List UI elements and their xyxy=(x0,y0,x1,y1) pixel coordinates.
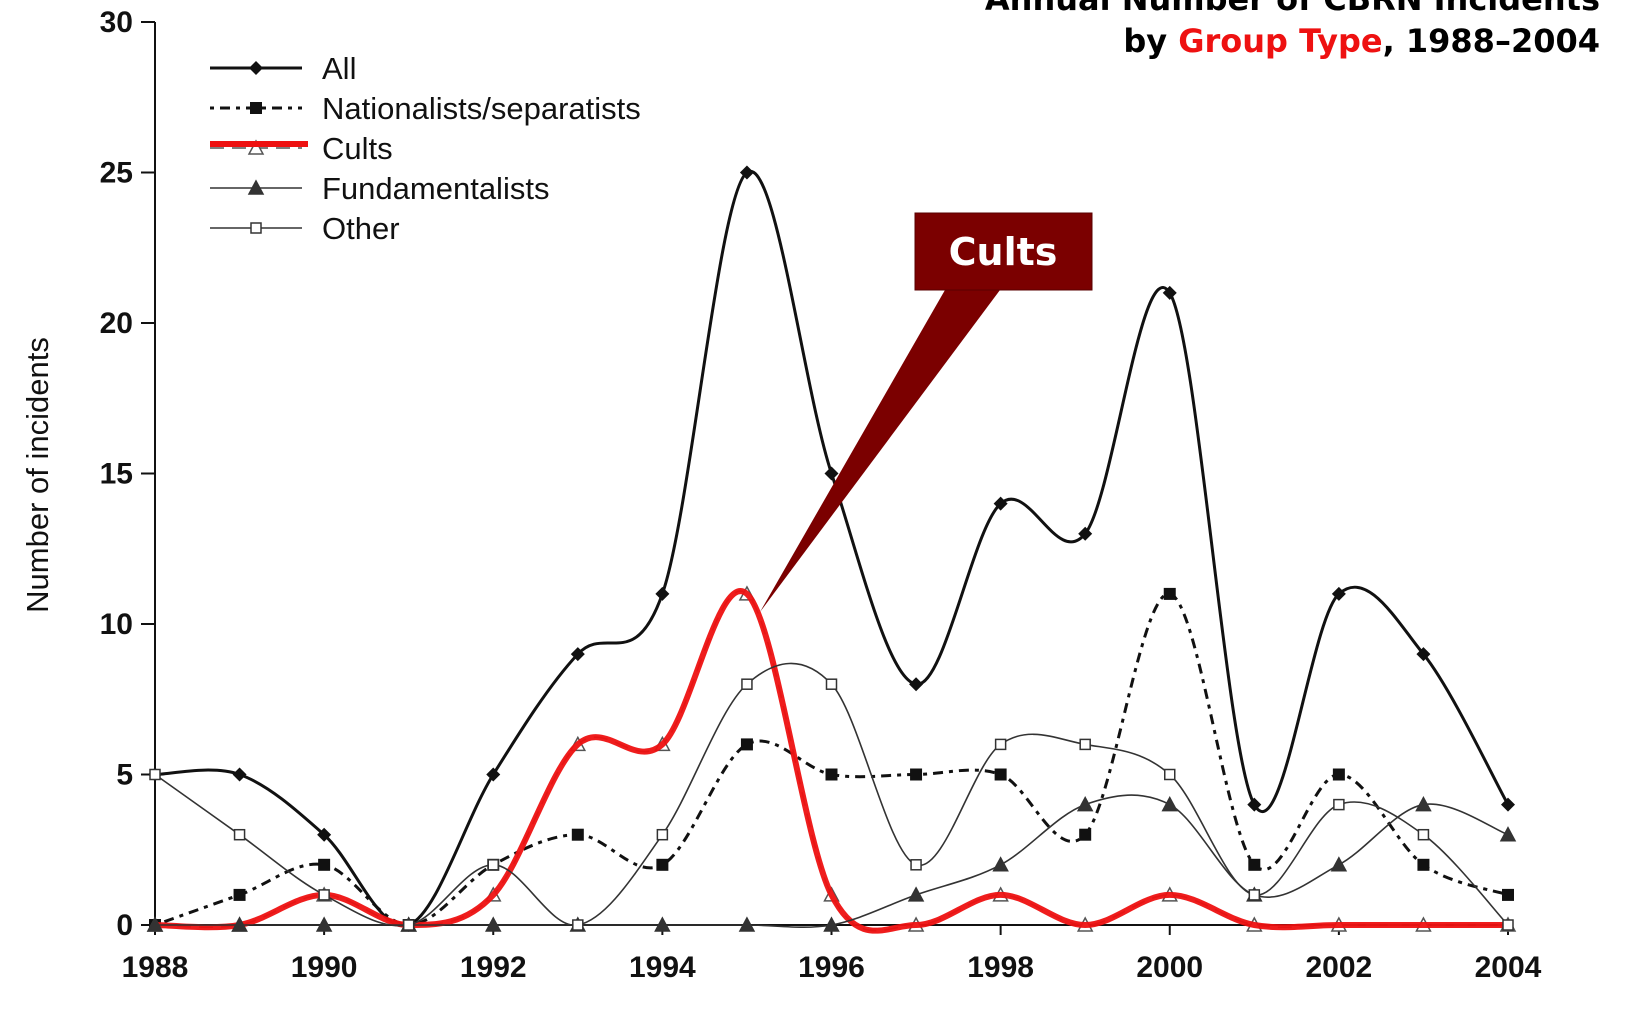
marker xyxy=(654,916,671,932)
subtitle-part: by xyxy=(1123,22,1178,60)
marker xyxy=(1247,797,1262,812)
marker xyxy=(992,856,1009,872)
y-tick-label: 10 xyxy=(100,608,133,641)
marker xyxy=(1162,285,1177,300)
callout-pointer xyxy=(760,290,1000,612)
marker xyxy=(233,828,246,841)
marker xyxy=(247,139,265,155)
marker xyxy=(317,827,332,842)
marker xyxy=(250,222,262,234)
marker xyxy=(1078,526,1093,541)
legend-label: Fundamentalists xyxy=(322,171,549,206)
series-line xyxy=(154,592,1509,927)
subtitle-part: , 1988–2004 xyxy=(1383,22,1600,60)
marker xyxy=(1502,888,1514,901)
marker xyxy=(656,858,669,871)
marker xyxy=(402,919,415,931)
marker xyxy=(994,738,1007,751)
marker xyxy=(1501,797,1515,812)
marker xyxy=(486,767,501,782)
marker xyxy=(741,678,753,690)
marker xyxy=(1079,738,1091,751)
subtitle-part: Group Type xyxy=(1178,22,1382,60)
marker xyxy=(1499,826,1517,842)
marker xyxy=(825,768,838,781)
marker xyxy=(1333,798,1345,811)
marker xyxy=(823,916,840,932)
marker xyxy=(249,61,263,75)
x-tick-label: 2004 xyxy=(1475,951,1542,984)
marker xyxy=(910,859,922,871)
marker xyxy=(318,858,331,871)
series-line xyxy=(154,169,1510,928)
y-tick-label: 5 xyxy=(116,759,133,792)
callout-text: Cults xyxy=(949,230,1058,274)
marker xyxy=(571,828,584,841)
marker xyxy=(1415,796,1432,812)
marker xyxy=(1161,796,1179,812)
marker xyxy=(233,888,246,901)
y-tick-label: 25 xyxy=(100,157,133,190)
y-tick-label: 20 xyxy=(100,307,133,340)
marker xyxy=(1079,828,1092,841)
x-tick-label: 1998 xyxy=(967,951,1034,984)
x-tick-label: 1990 xyxy=(291,951,358,984)
marker xyxy=(1248,858,1261,871)
marker xyxy=(1416,647,1431,662)
chart-title: Annual Number of CBRN Incidents xyxy=(985,0,1600,18)
marker xyxy=(1331,586,1346,601)
marker xyxy=(655,586,670,601)
x-tick-label: 2002 xyxy=(1306,951,1373,984)
x-tick-label: 1994 xyxy=(629,951,696,984)
marker xyxy=(149,768,161,781)
marker xyxy=(825,678,838,690)
marker xyxy=(1417,828,1430,841)
marker xyxy=(250,102,262,114)
chart-subtitle: by Group Type, 1988–2004 xyxy=(1123,22,1600,60)
marker xyxy=(146,916,164,932)
marker xyxy=(1164,768,1176,781)
x-tick-label: 1988 xyxy=(122,951,189,984)
y-axis-label: Number of incidents xyxy=(20,337,55,613)
marker xyxy=(656,828,669,841)
marker xyxy=(484,916,502,932)
y-tick-label: 15 xyxy=(100,458,133,491)
marker xyxy=(910,768,923,781)
legend-label: All xyxy=(322,51,356,86)
callout-box xyxy=(914,212,1093,291)
marker xyxy=(994,768,1007,781)
x-tick-label: 1996 xyxy=(798,951,865,984)
legend-label: Cults xyxy=(322,131,393,166)
marker xyxy=(315,916,333,932)
marker xyxy=(1332,768,1345,781)
marker xyxy=(231,916,248,932)
marker xyxy=(247,179,265,195)
x-tick-label: 1992 xyxy=(460,951,527,984)
legend-label: Nationalists/separatists xyxy=(322,91,641,126)
marker xyxy=(738,916,756,932)
marker xyxy=(1248,889,1261,901)
marker xyxy=(487,859,499,871)
x-tick-label: 2000 xyxy=(1136,951,1203,984)
marker xyxy=(318,889,330,901)
marker xyxy=(1417,858,1430,871)
marker xyxy=(572,919,584,931)
marker xyxy=(232,767,247,782)
marker xyxy=(1502,919,1514,931)
marker xyxy=(909,677,924,692)
marker xyxy=(907,886,925,902)
marker xyxy=(570,647,585,662)
legend-label: Other xyxy=(322,211,400,246)
marker xyxy=(1076,796,1094,812)
y-tick-label: 0 xyxy=(116,909,133,942)
marker xyxy=(824,466,839,481)
y-tick-label: 30 xyxy=(100,6,133,39)
marker xyxy=(739,165,754,180)
marker xyxy=(740,738,753,751)
marker xyxy=(1163,587,1176,600)
marker xyxy=(1330,856,1348,872)
marker xyxy=(993,496,1008,511)
